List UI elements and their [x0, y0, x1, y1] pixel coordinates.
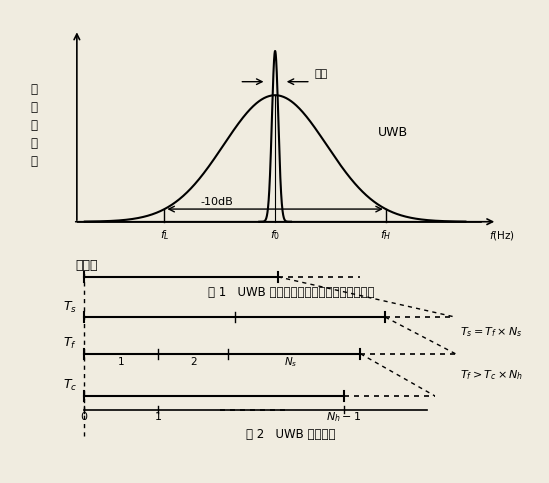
Text: $T_c$: $T_c$: [63, 378, 77, 393]
Text: $T_s$: $T_s$: [63, 299, 77, 314]
Text: 1: 1: [155, 412, 161, 422]
Text: $N_s$: $N_s$: [284, 355, 297, 369]
Text: UWB: UWB: [378, 126, 408, 139]
Text: 1: 1: [117, 357, 124, 367]
Text: 窄带: 窄带: [315, 69, 328, 79]
Text: $T_s = T_f \times N_s$: $T_s = T_f \times N_s$: [460, 325, 522, 339]
Text: 0: 0: [80, 412, 87, 422]
Text: $T_f > T_c \times N_h$: $T_f > T_c \times N_h$: [460, 368, 523, 382]
Text: 图 2   UWB 信号格式: 图 2 UWB 信号格式: [245, 428, 335, 441]
Text: $f_H$: $f_H$: [380, 228, 391, 242]
Text: $T_f$: $T_f$: [63, 336, 77, 351]
Text: -10dB: -10dB: [200, 197, 233, 207]
Text: 2: 2: [190, 357, 197, 367]
Text: $f_L$: $f_L$: [160, 228, 170, 242]
Text: 信息包: 信息包: [76, 259, 98, 272]
Text: 功
率
谱
密
度: 功 率 谱 密 度: [31, 83, 37, 168]
Text: 图 1   UWB 信号与窄带信号功率谱密度的比较: 图 1 UWB 信号与窄带信号功率谱密度的比较: [208, 285, 374, 298]
Text: $f$(Hz): $f$(Hz): [489, 228, 516, 242]
Text: $N_h-1$: $N_h-1$: [326, 410, 362, 424]
Text: $f_0$: $f_0$: [270, 228, 280, 242]
